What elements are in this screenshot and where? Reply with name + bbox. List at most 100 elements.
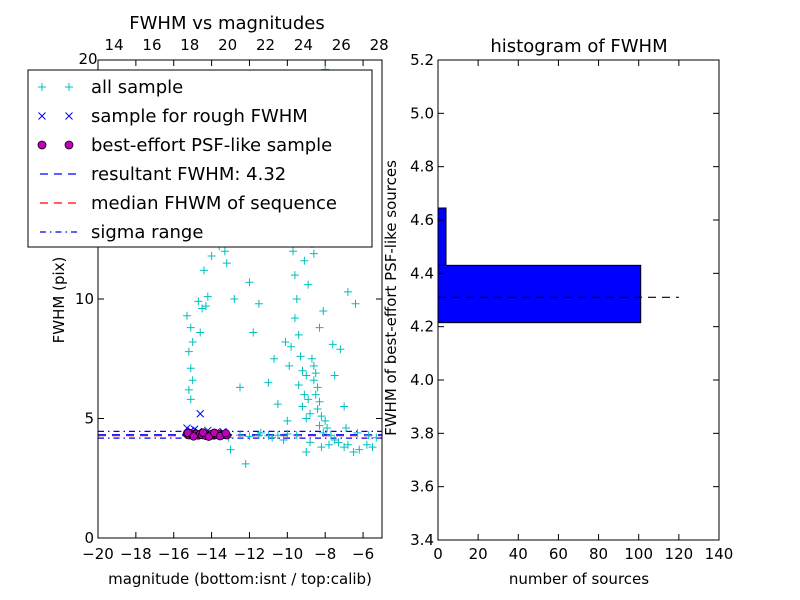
legend-entry-4: median FHWM of sequence [40, 193, 337, 214]
hist-x-tick-label-4: 80 [589, 545, 608, 563]
point-s0-10 [201, 302, 210, 311]
point-s0-65 [292, 431, 301, 440]
legend-label-4: median FHWM of sequence [91, 193, 337, 214]
histogram-title: histogram of FWHM [490, 36, 667, 57]
point-s0-38 [306, 409, 315, 418]
point-s0-76 [340, 402, 349, 411]
point-s0-12 [203, 292, 212, 301]
x-tick-label-5: −10 [272, 545, 304, 563]
histogram-chart: histogram of FWHM 0 20 40 60 80 100 120 140 3.4… [382, 36, 733, 588]
legend-entry-0: all sample [38, 77, 183, 98]
histogram-frame [437, 59, 720, 541]
point-s0-100 [254, 431, 263, 440]
point-s0-74 [268, 433, 277, 442]
hist-x-tick-label-6: 120 [665, 545, 694, 563]
scatter-chart: FWHM vs magnitudes −20 −18 −16 −14 −12 −10 −8−… [50, 13, 389, 588]
point-s0-51 [323, 424, 332, 433]
point-s0-29 [294, 330, 303, 339]
point-s2-23 [189, 432, 198, 441]
legend-marker-2-1 [64, 140, 74, 150]
y-tick-label-1: 5 [84, 410, 94, 428]
point-s0-44 [313, 383, 322, 392]
legend-label-0: all sample [91, 77, 183, 98]
point-s0-34 [294, 381, 303, 390]
point-s0-4 [186, 364, 195, 373]
point-s0-42 [311, 369, 320, 378]
point-s0-90 [342, 424, 351, 433]
series-2 [182, 428, 231, 441]
hist-y-tick-label-3: 4.0 [410, 371, 434, 389]
point-s2-24 [198, 428, 208, 437]
point-s0-28 [290, 314, 299, 323]
histogram-y-axis-label: FWHM of best-effort PSF-like sources [382, 160, 400, 436]
point-s0-64 [306, 438, 315, 447]
point-s0-30 [287, 342, 296, 351]
point-s0-85 [315, 323, 324, 332]
histogram-bar-1 [437, 207, 447, 266]
point-s0-40 [307, 354, 316, 363]
point-s0-86 [319, 306, 328, 315]
point-s0-22 [254, 299, 263, 308]
point-s0-7 [186, 395, 195, 404]
histogram-y-ticks: 3.4 3.6 3.8 4.0 4.2 4.4 4.6 4.8 5.0 5.2 [410, 51, 719, 549]
hist-y-tick-label-0: 3.4 [410, 531, 434, 549]
point-s0-87 [328, 340, 337, 349]
point-s0-72 [241, 459, 250, 468]
point-s0-49 [321, 416, 330, 425]
point-s0-89 [317, 443, 326, 452]
legend-box [27, 69, 373, 248]
hist-x-tick-label-3: 60 [549, 545, 568, 563]
point-s0-2 [188, 338, 197, 347]
point-s0-93 [285, 361, 294, 370]
histogram-x-axis-label: number of sources [509, 570, 649, 588]
point-s0-70 [236, 383, 244, 392]
point-s0-77 [330, 371, 339, 380]
point-s0-84 [300, 256, 309, 265]
point-s1-0 [196, 409, 205, 418]
legend-label-3: resultant FWHM: 4.32 [91, 164, 286, 185]
point-s0-79 [351, 299, 360, 308]
point-s0-66 [283, 416, 292, 425]
point-s0-16 [220, 247, 229, 256]
point-s0-62 [368, 443, 377, 452]
top-tick-label-0: 14 [105, 36, 124, 54]
point-s0-101 [264, 431, 273, 440]
point-s0-8 [194, 297, 203, 306]
scatter-legend: all sample sample for rough FWHM best-effo… [27, 69, 373, 248]
hist-y-tick-label-9: 5.2 [410, 51, 434, 69]
point-s0-95 [270, 354, 279, 363]
scatter-plot-area [97, 59, 383, 539]
point-s0-35 [300, 390, 309, 399]
scatter-x-axis-label: magnitude (bottom:isnt / top:calib) [108, 570, 372, 588]
point-s0-50 [315, 421, 324, 430]
y-tick-label-0: 0 [84, 529, 94, 547]
histogram-bar-0 [437, 264, 642, 324]
point-s2-25 [204, 432, 213, 441]
hist-y-tick-label-7: 4.8 [410, 158, 434, 176]
point-s0-91 [353, 428, 362, 437]
point-s0-46 [315, 397, 324, 406]
legend-marker-0-0 [38, 83, 46, 91]
histogram-plot-area [437, 59, 720, 541]
point-s0-20 [230, 295, 239, 303]
hist-y-tick-label-5: 4.4 [410, 264, 434, 282]
top-tick-label-2: 18 [180, 36, 199, 54]
top-tick-label-3: 20 [218, 36, 237, 54]
scatter-y-ticks: 0 5 10 [75, 290, 382, 547]
point-s0-39 [302, 414, 311, 423]
point-s0-19 [207, 251, 216, 260]
hist-y-tick-label-6: 4.6 [410, 211, 434, 229]
point-s0-45 [311, 390, 320, 399]
hist-y-tick-label-1: 3.6 [410, 478, 434, 496]
point-s0-68 [264, 378, 273, 387]
point-s0-55 [324, 440, 333, 449]
point-s0-71 [226, 445, 235, 454]
legend-entry-1: sample for rough FWHM [38, 106, 308, 127]
hist-x-tick-label-5: 100 [624, 545, 653, 563]
point-s0-48 [317, 412, 326, 421]
legend-marker-1-0 [38, 112, 46, 120]
point-s0-60 [355, 445, 364, 454]
x-tick-label-0: −20 [82, 545, 114, 563]
legend-marker-2-0 [37, 140, 47, 150]
point-s0-11 [196, 328, 205, 337]
